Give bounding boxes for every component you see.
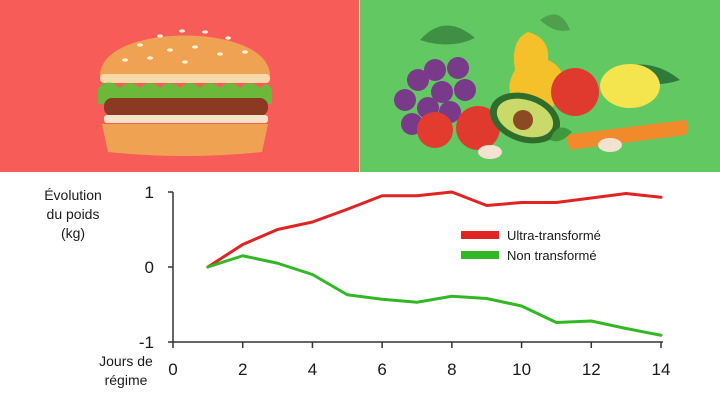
y-axis-label: Évolution du poids (kg): [44, 187, 102, 241]
x-tick-label: 10: [512, 360, 531, 379]
series-line-1: [206, 190, 663, 269]
series-lines: [206, 190, 663, 337]
y-tick-label: 0: [145, 258, 154, 277]
legend: Ultra-transformé Non transformé: [461, 228, 601, 263]
x-ticks: 0 2 4 6 8 10 12 14: [168, 342, 670, 379]
y-tick-label: -1: [139, 333, 154, 352]
x-tick-label: 0: [168, 360, 177, 379]
legend-label: Non transformé: [507, 248, 597, 263]
x-label-line: Jours de: [99, 353, 153, 369]
legend-label: Ultra-transformé: [507, 228, 601, 243]
legend-swatch: [461, 251, 499, 259]
fruits-vegetables-icon: [360, 0, 720, 172]
x-tick-label: 12: [582, 360, 601, 379]
x-tick-label: 8: [447, 360, 456, 379]
x-tick-label: 2: [238, 360, 247, 379]
legend-swatch: [461, 231, 499, 239]
vegetables-panel: [360, 0, 720, 172]
burger-icon: [0, 0, 359, 172]
x-tick-label: 14: [652, 360, 671, 379]
y-label-line: Évolution: [44, 187, 102, 203]
y-label-line: du poids: [47, 206, 100, 222]
x-axis-label: Jours de régime: [99, 353, 153, 388]
series-line-2: [206, 254, 663, 337]
y-ticks: 1 0 -1: [139, 183, 173, 352]
x-tick-label: 6: [377, 360, 386, 379]
y-tick-label: 1: [145, 183, 154, 202]
y-label-line: (kg): [61, 225, 85, 241]
x-label-line: régime: [105, 372, 148, 388]
burger-panel: [0, 0, 359, 172]
x-tick-label: 4: [308, 360, 317, 379]
